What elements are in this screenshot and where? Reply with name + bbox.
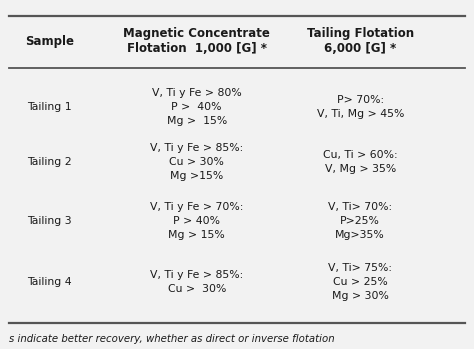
Text: V, Ti y Fe > 85%:
Cu > 30%
Mg >15%: V, Ti y Fe > 85%: Cu > 30% Mg >15%: [150, 143, 243, 181]
Text: Tailing Flotation
6,000 [G] *: Tailing Flotation 6,000 [G] *: [307, 27, 414, 55]
Text: Magnetic Concentrate
Flotation  1,000 [G] *: Magnetic Concentrate Flotation 1,000 [G]…: [123, 27, 270, 55]
Text: V, Ti y Fe > 85%:
Cu >  30%: V, Ti y Fe > 85%: Cu > 30%: [150, 270, 243, 294]
Text: Tailing 3: Tailing 3: [27, 216, 72, 225]
Text: V, Ti> 70%:
P>25%
Mg>35%: V, Ti> 70%: P>25% Mg>35%: [328, 202, 392, 239]
Text: s indicate better recovery, whether as direct or inverse flotation: s indicate better recovery, whether as d…: [9, 334, 335, 344]
Text: Tailing 4: Tailing 4: [27, 277, 72, 287]
Text: V, Ti y Fe > 80%
P >  40%
Mg >  15%: V, Ti y Fe > 80% P > 40% Mg > 15%: [152, 89, 242, 126]
Text: Cu, Ti > 60%:
V, Mg > 35%: Cu, Ti > 60%: V, Mg > 35%: [323, 150, 398, 174]
Text: Tailing 2: Tailing 2: [27, 157, 72, 167]
Text: Sample: Sample: [25, 35, 74, 48]
Text: P> 70%:
V, Ti, Mg > 45%: P> 70%: V, Ti, Mg > 45%: [317, 96, 404, 119]
Text: V, Ti y Fe > 70%:
P > 40%
Mg > 15%: V, Ti y Fe > 70%: P > 40% Mg > 15%: [150, 202, 243, 239]
Text: V, Ti> 75%:
Cu > 25%
Mg > 30%: V, Ti> 75%: Cu > 25% Mg > 30%: [328, 263, 392, 300]
Text: Tailing 1: Tailing 1: [27, 103, 72, 112]
